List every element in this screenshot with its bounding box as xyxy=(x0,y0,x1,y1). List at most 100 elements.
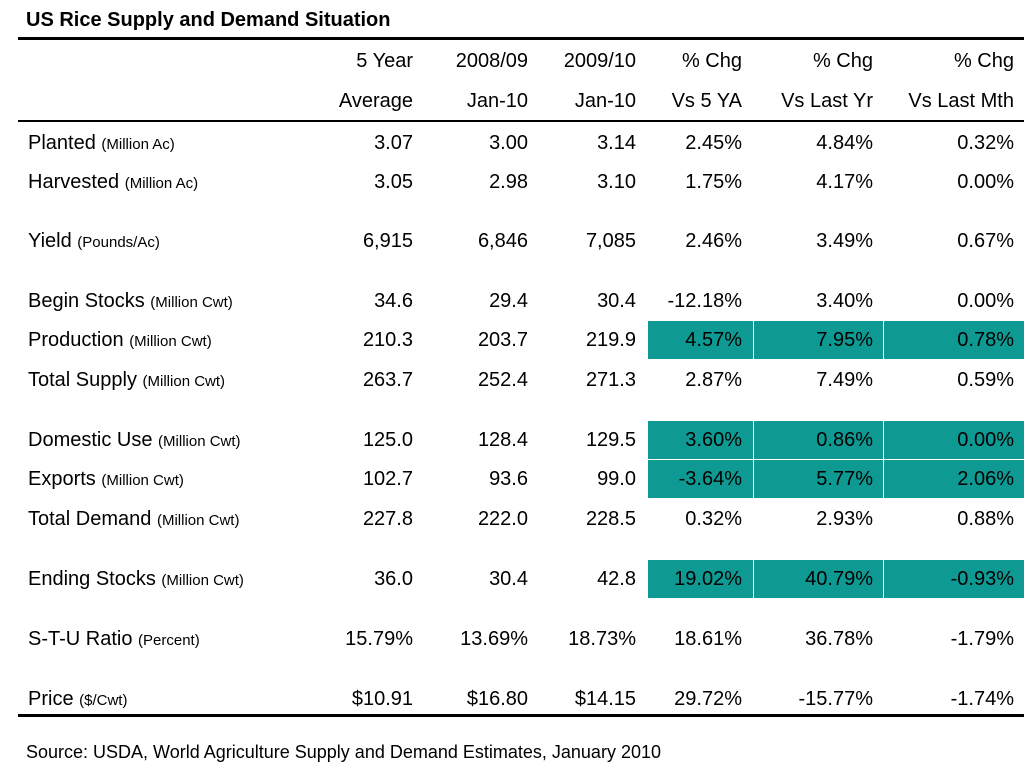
row-label-text: Production xyxy=(28,329,124,351)
header-rule xyxy=(18,120,1024,122)
value-cell-col-5: 5.77% xyxy=(816,468,873,490)
value-cell-col-5: 4.84% xyxy=(816,132,873,154)
value-cell-col-6: 2.06% xyxy=(957,468,1014,490)
value-cell-col-3: 3.14 xyxy=(597,132,636,154)
value-cell-col-6: 0.67% xyxy=(957,230,1014,252)
table-row: Exports (Million Cwt) 102.7 93.6 99.0 -3.64%… xyxy=(0,460,1024,498)
row-label-text: Price xyxy=(28,688,74,710)
value-cell-col-1: 6,915 xyxy=(362,230,413,252)
column-header-top-6: % Chg xyxy=(953,50,1014,72)
row-label: Harvested (Million Ac) xyxy=(28,163,198,201)
value-cell-col-2: 128.4 xyxy=(477,429,528,451)
value-cell-col-1: 3.07 xyxy=(374,132,413,154)
value-cell-col-6: 0.00% xyxy=(957,429,1014,451)
value-cell-col-6: 0.32% xyxy=(957,132,1014,154)
table-row: Price ($/Cwt) $10.91 $16.80 $14.15 29.72% -15… xyxy=(0,680,1024,718)
source-note: Source: USDA, World Agriculture Supply a… xyxy=(26,742,661,762)
highlight-cell-bg xyxy=(884,560,1024,598)
row-unit: ($/Cwt) xyxy=(79,692,128,709)
value-cell-col-2: 252.4 xyxy=(477,369,528,391)
row-label-text: Total Supply xyxy=(28,369,137,391)
row-label-text: S-T-U Ratio xyxy=(28,628,133,650)
value-cell-col-3: 219.9 xyxy=(585,329,636,351)
value-cell-col-2: 203.7 xyxy=(477,329,528,351)
row-label: Planted (Million Ac) xyxy=(28,124,175,162)
row-label-text: Harvested xyxy=(28,171,120,193)
value-cell-col-6: -1.79% xyxy=(950,628,1014,650)
highlight-cell-bg xyxy=(754,321,883,359)
bottom-rule xyxy=(18,714,1024,717)
column-header-bottom-3: Jan-10 xyxy=(574,90,636,112)
value-cell-col-2: 13.69% xyxy=(460,628,528,650)
value-cell-col-4: -3.64% xyxy=(678,468,742,490)
value-cell-col-4: 3.60% xyxy=(685,429,742,451)
value-cell-col-3: 3.10 xyxy=(597,171,636,193)
highlight-cell-bg xyxy=(648,560,753,598)
row-label: Exports (Million Cwt) xyxy=(28,460,184,498)
table-title: US Rice Supply and Demand Situation xyxy=(26,9,391,31)
highlight-cell-bg xyxy=(754,421,883,459)
value-cell-col-4: 2.87% xyxy=(685,369,742,391)
column-header-top-4: % Chg xyxy=(681,50,742,72)
table-row: Begin Stocks (Million Cwt) 34.6 29.4 30.4 -1… xyxy=(0,282,1024,320)
value-cell-col-5: 3.40% xyxy=(816,290,873,312)
value-cell-col-4: 18.61% xyxy=(674,628,742,650)
column-header-top-2: 2008/09 xyxy=(455,50,528,72)
column-header-bottom-5: Vs Last Yr xyxy=(781,90,873,112)
value-cell-col-1: 3.05 xyxy=(374,171,413,193)
row-unit: (Percent) xyxy=(138,632,200,649)
row-label-text: Begin Stocks xyxy=(28,290,145,312)
value-cell-col-5: 7.49% xyxy=(816,369,873,391)
table-row: Planted (Million Ac) 3.07 3.00 3.14 2.45% 4.8… xyxy=(0,124,1024,162)
table-row: Domestic Use (Million Cwt) 125.0 128.4 129.… xyxy=(0,421,1024,459)
row-unit: (Million Cwt) xyxy=(156,512,240,529)
value-cell-col-3: $14.15 xyxy=(574,688,636,710)
column-header-bottom-1: Average xyxy=(338,90,413,112)
row-label: Domestic Use (Million Cwt) xyxy=(28,421,241,459)
value-cell-col-6: 0.00% xyxy=(957,290,1014,312)
column-header-bottom-4: Vs 5 YA xyxy=(671,90,742,112)
value-cell-col-2: 29.4 xyxy=(489,290,528,312)
value-cell-col-2: $16.80 xyxy=(466,688,528,710)
row-label-text: Ending Stocks xyxy=(28,568,156,590)
value-cell-col-3: 18.73% xyxy=(568,628,636,650)
row-unit: (Million Ac) xyxy=(101,136,175,153)
value-cell-col-4: 19.02% xyxy=(674,568,742,590)
value-cell-col-4: -12.18% xyxy=(667,290,743,312)
value-cell-col-5: 0.86% xyxy=(816,429,873,451)
value-cell-col-3: 42.8 xyxy=(597,568,636,590)
table-row: Production (Million Cwt) 210.3 203.7 219.9 4… xyxy=(0,321,1024,359)
value-cell-col-1: 125.0 xyxy=(362,429,413,451)
row-label: S-T-U Ratio (Percent) xyxy=(28,620,200,658)
value-cell-col-6: -1.74% xyxy=(950,688,1014,710)
value-cell-col-4: 2.46% xyxy=(685,230,742,252)
highlight-cell-bg xyxy=(648,321,753,359)
row-unit: (Million Cwt) xyxy=(150,294,233,311)
value-cell-col-6: -0.93% xyxy=(950,568,1014,590)
column-header-top-5: % Chg xyxy=(812,50,873,72)
value-cell-col-1: 210.3 xyxy=(362,329,413,351)
value-cell-col-4: 4.57% xyxy=(685,329,742,351)
row-label-text: Domestic Use xyxy=(28,429,153,451)
row-label: Yield (Pounds/Ac) xyxy=(28,222,160,260)
value-cell-col-5: 7.95% xyxy=(816,329,873,351)
row-label: Begin Stocks (Million Cwt) xyxy=(28,282,233,320)
value-cell-col-4: 1.75% xyxy=(685,171,742,193)
column-header-top-1: 5 Year xyxy=(356,50,413,72)
value-cell-col-5: 36.78% xyxy=(805,628,873,650)
row-label: Total Supply (Million Cwt) xyxy=(28,361,225,399)
value-cell-col-2: 3.00 xyxy=(489,132,528,154)
value-cell-col-5: 2.93% xyxy=(816,508,873,530)
value-cell-col-3: 228.5 xyxy=(585,508,636,530)
row-label-text: Yield xyxy=(28,230,72,252)
table-row: Total Supply (Million Cwt) 263.7 252.4 271.… xyxy=(0,361,1024,399)
row-unit: (Pounds/Ac) xyxy=(77,234,160,251)
value-cell-col-1: 34.6 xyxy=(374,290,413,312)
value-cell-col-2: 222.0 xyxy=(477,508,528,530)
value-cell-col-6: 0.00% xyxy=(957,171,1014,193)
row-unit: (Million Cwt) xyxy=(129,333,212,350)
row-label: Total Demand (Million Cwt) xyxy=(28,500,239,538)
value-cell-col-3: 99.0 xyxy=(597,468,636,490)
row-unit: (Million Ac) xyxy=(124,175,199,192)
row-unit: (Million Cwt) xyxy=(158,433,241,450)
